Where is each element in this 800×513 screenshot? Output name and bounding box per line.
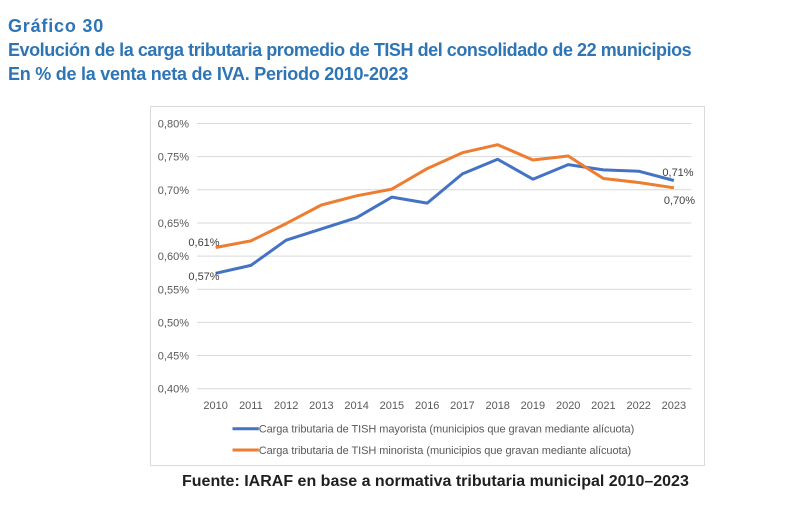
svg-text:2015: 2015 — [380, 400, 404, 412]
svg-text:2021: 2021 — [591, 400, 615, 412]
svg-text:2023: 2023 — [662, 400, 686, 412]
svg-text:0,60%: 0,60% — [158, 251, 189, 263]
svg-text:2013: 2013 — [309, 400, 333, 412]
svg-text:0,61%: 0,61% — [188, 237, 219, 249]
svg-text:0,71%: 0,71% — [662, 167, 693, 179]
svg-text:0,70%: 0,70% — [158, 185, 189, 197]
svg-text:2016: 2016 — [415, 400, 439, 412]
svg-text:0,45%: 0,45% — [158, 351, 189, 363]
svg-text:2017: 2017 — [450, 400, 474, 412]
svg-text:2010: 2010 — [203, 400, 227, 412]
svg-text:2020: 2020 — [556, 400, 580, 412]
svg-text:Carga tributaria de TISH minor: Carga tributaria de TISH minorista (muni… — [259, 445, 631, 457]
svg-text:0,65%: 0,65% — [158, 218, 189, 230]
svg-text:0,70%: 0,70% — [664, 195, 695, 207]
svg-text:Carga tributaria de TISH mayor: Carga tributaria de TISH mayorista (muni… — [259, 424, 635, 436]
svg-text:0,57%: 0,57% — [188, 271, 219, 283]
svg-text:2022: 2022 — [626, 400, 650, 412]
svg-text:0,50%: 0,50% — [158, 317, 189, 329]
svg-text:2014: 2014 — [344, 400, 368, 412]
svg-text:2011: 2011 — [239, 400, 263, 412]
svg-text:0,75%: 0,75% — [158, 152, 189, 164]
svg-text:2018: 2018 — [485, 400, 509, 412]
svg-text:0,40%: 0,40% — [158, 384, 189, 396]
svg-text:2012: 2012 — [274, 400, 298, 412]
svg-text:2019: 2019 — [521, 400, 545, 412]
svg-text:0,55%: 0,55% — [158, 284, 189, 296]
svg-text:0,80%: 0,80% — [158, 119, 189, 131]
